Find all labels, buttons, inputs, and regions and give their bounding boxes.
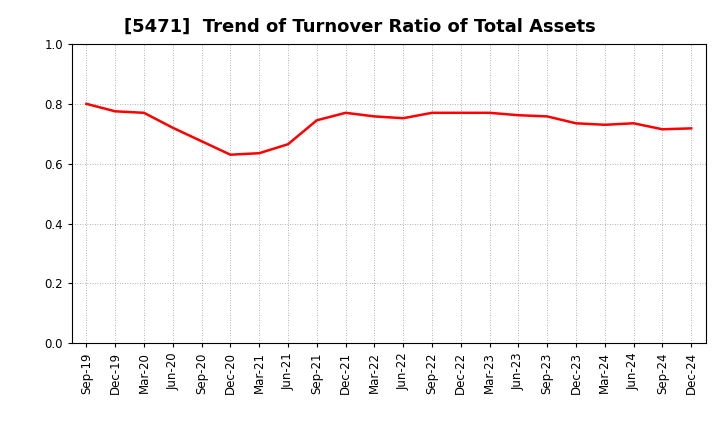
Text: [5471]  Trend of Turnover Ratio of Total Assets: [5471] Trend of Turnover Ratio of Total … [124,18,596,36]
